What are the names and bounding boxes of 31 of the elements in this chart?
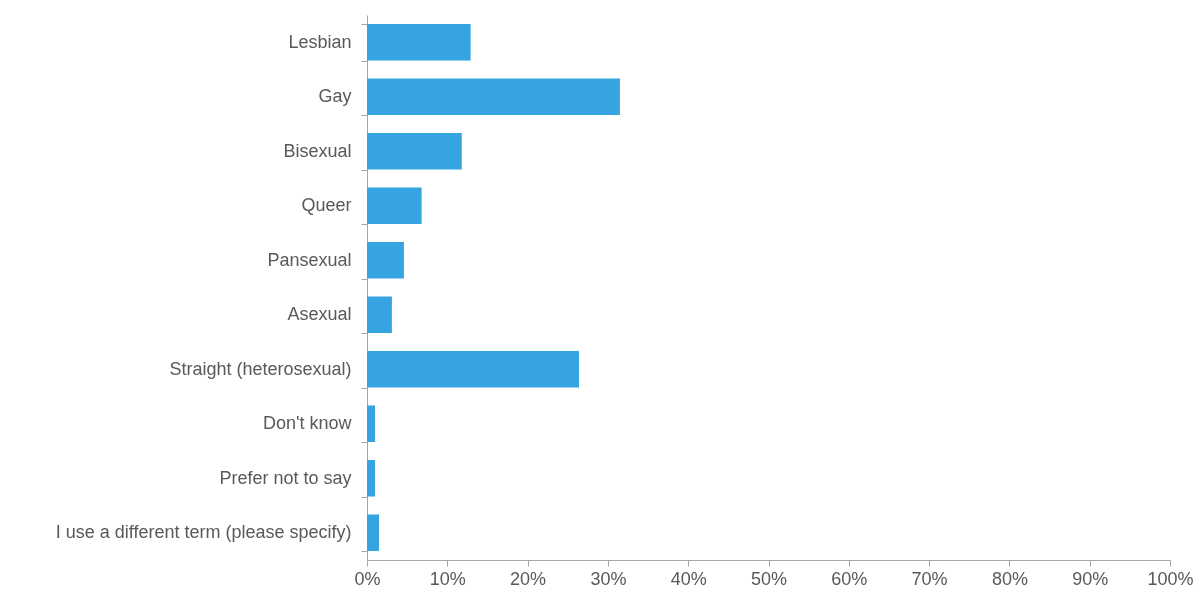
bar bbox=[367, 350, 579, 388]
x-tick-label: 60% bbox=[831, 568, 868, 589]
x-tick-label: 20% bbox=[510, 568, 547, 589]
y-tick-label: Don't know bbox=[263, 413, 353, 434]
x-tick-label: 90% bbox=[1072, 568, 1109, 589]
x-tick-label: 80% bbox=[991, 568, 1028, 589]
y-tick-label: Prefer not to say bbox=[219, 467, 352, 488]
x-tick-label: 40% bbox=[670, 568, 707, 589]
y-tick-label: I use a different term (please specify) bbox=[55, 522, 352, 543]
bar bbox=[367, 132, 462, 170]
y-tick-label: Pansexual bbox=[267, 249, 352, 270]
bar bbox=[367, 459, 376, 497]
x-tick-label: 10% bbox=[429, 568, 466, 589]
y-tick-label: Bisexual bbox=[283, 140, 352, 161]
bar bbox=[367, 23, 471, 61]
x-tick-label: 100% bbox=[1147, 568, 1194, 589]
bar bbox=[367, 187, 422, 225]
y-tick-label: Queer bbox=[301, 195, 352, 216]
x-tick-label: 0% bbox=[354, 568, 381, 589]
bar bbox=[367, 296, 392, 334]
bar bbox=[367, 405, 376, 443]
x-tick-label: 70% bbox=[911, 568, 948, 589]
bar bbox=[367, 241, 404, 279]
y-tick-label: Straight (heterosexual) bbox=[169, 358, 352, 379]
x-tick-label: 30% bbox=[590, 568, 627, 589]
y-tick-label: Lesbian bbox=[288, 31, 352, 52]
bar bbox=[367, 78, 620, 116]
y-tick-label: Asexual bbox=[287, 304, 352, 325]
y-tick-label: Gay bbox=[318, 86, 352, 107]
x-tick-label: 50% bbox=[750, 568, 788, 589]
bar bbox=[367, 514, 380, 552]
